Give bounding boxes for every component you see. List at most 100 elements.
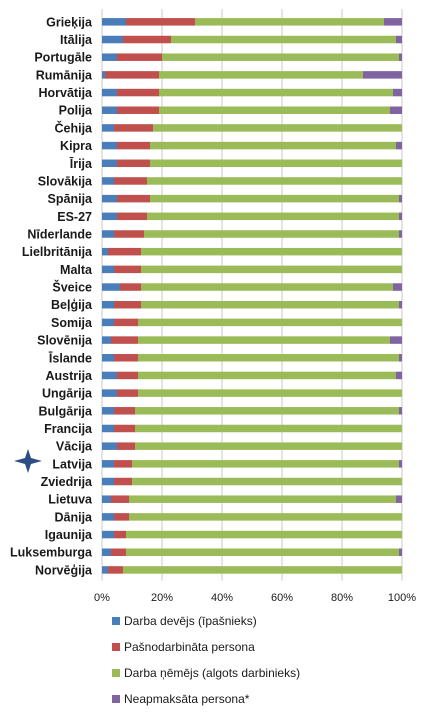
bar-segment-series-0: [102, 548, 111, 556]
bar-segment-series-3: [399, 212, 402, 221]
bar-segment-series-3: [363, 71, 402, 79]
category-label: Šveice: [52, 280, 92, 295]
bar-segment-series-3: [384, 18, 402, 26]
bar-segment-series-0: [102, 194, 117, 203]
bar-segment-series-3: [399, 407, 402, 415]
category-label: Dānija: [54, 510, 93, 524]
bar-segment-series-3: [393, 283, 402, 291]
legend-swatch: [112, 695, 120, 703]
bar-segment-series-2: [159, 88, 393, 97]
category-label: Slovēnija: [37, 334, 93, 348]
category-label: Itālija: [60, 33, 93, 47]
bar-segment-series-1: [108, 566, 123, 574]
category-label: Igaunija: [45, 528, 93, 542]
category-label: Portugāle: [34, 51, 92, 65]
bar-segment-series-1: [114, 124, 153, 132]
bar-segment-series-1: [117, 194, 150, 203]
bar-segment-series-3: [399, 53, 402, 61]
bar-segment-series-0: [102, 265, 114, 274]
category-label: Spānija: [48, 192, 94, 206]
bar-segment-series-3: [399, 548, 402, 556]
x-tick-label: 80%: [331, 592, 353, 604]
bar-segment-series-0: [102, 300, 114, 309]
legend-swatch: [112, 669, 120, 677]
bar-segment-series-0: [102, 336, 111, 344]
bar-segment-series-3: [399, 230, 402, 238]
bar-segment-series-2: [132, 477, 402, 486]
bar-segment-series-2: [150, 159, 402, 168]
bar-segment-series-0: [102, 177, 114, 185]
bar-segment-series-1: [114, 477, 132, 486]
bar-segment-series-0: [102, 477, 114, 486]
bar-segment-series-3: [393, 88, 402, 97]
category-label: Īslande: [48, 351, 92, 365]
bar-segment-series-0: [102, 212, 117, 221]
bar-segment-series-1: [117, 141, 150, 150]
category-label: Somija: [51, 316, 93, 330]
bar-segment-series-1: [108, 247, 141, 256]
bar-segment-series-1: [114, 354, 138, 362]
category-label: Latvija: [52, 457, 93, 471]
legend-label: Darba devējs (īpašnieks): [124, 614, 257, 628]
bar-segment-series-2: [135, 442, 402, 450]
stacked-bar-chart: Grieķija Itālija Portugāle Rumānija Horvātij…: [10, 9, 416, 604]
bar-segment-series-0: [102, 513, 114, 521]
bar-segment-series-1: [114, 230, 144, 238]
bar-segment-series-1: [126, 18, 195, 26]
bar-segment-series-3: [396, 35, 402, 44]
bar-segment-series-1: [111, 548, 126, 556]
bar-segment-series-1: [114, 460, 132, 468]
bar-segment-series-3: [399, 300, 402, 309]
x-tick-label: 40%: [211, 592, 233, 604]
category-label: Norvēģija: [35, 563, 93, 577]
x-tick-labels: 0% 20% 40% 60% 80% 100%: [94, 592, 416, 604]
bar-segment-series-2: [135, 407, 399, 415]
bar-segment-series-0: [102, 230, 114, 238]
bar-segment-series-1: [105, 71, 159, 79]
bar-segment-series-0: [102, 106, 117, 114]
category-label: Īrija: [69, 157, 93, 171]
x-tick-label: 60%: [271, 592, 293, 604]
bar-segment-series-1: [117, 106, 159, 114]
bar-segment-series-1: [114, 513, 129, 521]
bar-segment-series-1: [111, 336, 138, 344]
bar-segment-series-0: [102, 159, 117, 168]
bar-segment-series-1: [111, 495, 129, 503]
legend-item: Pašnodarbināta persona: [112, 634, 412, 660]
legend-swatch: [112, 643, 120, 651]
bar-segment-series-0: [102, 141, 117, 150]
category-label: Rumānija: [36, 68, 93, 82]
bar-segment-series-2: [138, 318, 402, 327]
bar-segment-series-3: [396, 141, 402, 150]
bar-segment-series-2: [138, 336, 390, 344]
latvija-star-marker: [14, 449, 42, 473]
category-label: Horvātija: [39, 86, 94, 100]
bar-segment-series-2: [144, 230, 399, 238]
bar-segment-series-2: [147, 177, 402, 185]
bar-segment-series-2: [141, 247, 402, 256]
bar-segment-series-0: [102, 566, 108, 574]
bar-segment-series-0: [102, 371, 117, 380]
bar-segment-series-0: [102, 35, 123, 44]
category-label: Polija: [59, 104, 93, 118]
legend-item: Darba ņēmējs (algots darbinieks): [112, 660, 412, 686]
bar-segment-series-0: [102, 124, 114, 132]
legend-label: Neapmaksāta persona*: [124, 692, 250, 706]
bar-groups: [102, 18, 402, 574]
category-label: Kipra: [60, 139, 93, 153]
bar-segment-series-1: [117, 88, 159, 97]
bar-segment-series-0: [102, 530, 114, 539]
category-label: Luksemburga: [10, 546, 93, 560]
bar-segment-series-2: [147, 212, 399, 221]
bar-segment-series-2: [126, 530, 402, 539]
bar-segment-series-3: [399, 354, 402, 362]
category-label: Vācija: [56, 440, 93, 454]
bar-segment-series-1: [114, 300, 141, 309]
category-label: Francija: [44, 422, 93, 436]
category-label: Bulgārija: [39, 404, 94, 418]
legend-label: Pašnodarbināta persona: [124, 640, 255, 654]
bar-segment-series-0: [102, 18, 126, 26]
bar-segment-series-2: [135, 424, 402, 433]
x-tick-label: 20%: [151, 592, 173, 604]
bar-segment-series-0: [102, 442, 117, 450]
